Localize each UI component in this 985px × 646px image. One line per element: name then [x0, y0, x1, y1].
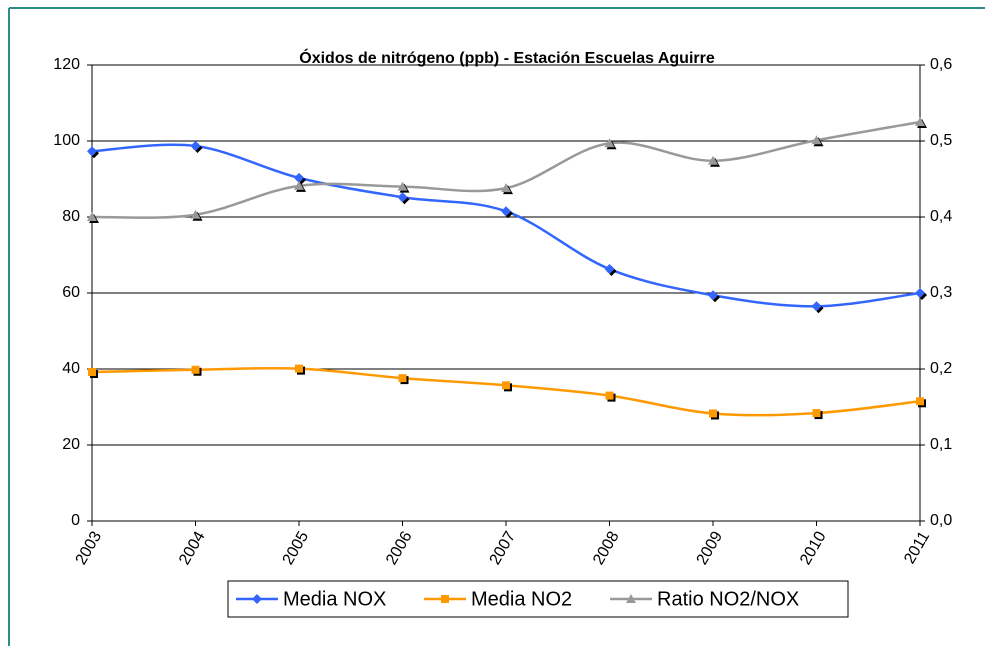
- legend-box: [227, 580, 849, 618]
- data-point: [709, 409, 717, 418]
- data-point: [502, 381, 510, 390]
- y-tick-label: 60: [62, 284, 80, 301]
- legend-marker: [626, 594, 636, 603]
- data-point: [605, 391, 614, 400]
- legend-marker: [441, 595, 449, 603]
- y-tick-label: 0: [71, 512, 80, 529]
- data-point: [397, 181, 408, 191]
- legend-label: Ratio NO2/NOX: [657, 588, 799, 610]
- data-point: [501, 206, 511, 217]
- y-tick-label: 100: [53, 132, 80, 149]
- y2-tick-label: 0,6: [930, 56, 952, 73]
- data-point: [88, 368, 96, 377]
- data-point: [190, 140, 201, 151]
- y2-tick-label: 0,0: [930, 512, 952, 529]
- legend-label: Media NO2: [471, 588, 572, 610]
- data-point: [916, 397, 924, 406]
- data-point: [295, 364, 303, 373]
- data-point: [915, 288, 925, 298]
- data-point: [87, 146, 97, 157]
- data-point: [501, 183, 511, 193]
- legend-marker: [252, 594, 262, 604]
- y-tick-label: 20: [62, 436, 80, 453]
- data-point: [811, 301, 822, 312]
- y2-tick-label: 0,1: [930, 436, 952, 453]
- legend: Media NOX Media NO2 Ratio NO2/NOX: [227, 580, 849, 618]
- data-point: [604, 264, 615, 275]
- data-point: [604, 138, 615, 148]
- data-point: [397, 192, 408, 203]
- data-point: [191, 365, 200, 374]
- y-tick-label: 120: [53, 56, 80, 73]
- data-point: [811, 135, 822, 145]
- y-tick-label: 40: [62, 360, 80, 377]
- data-point: [812, 409, 821, 418]
- data-point: [708, 155, 718, 165]
- data-point: [87, 212, 97, 221]
- y2-tick-label: 0,3: [930, 284, 952, 301]
- data-point: [294, 172, 304, 183]
- data-point: [915, 117, 925, 126]
- data-point: [708, 290, 718, 301]
- data-point: [294, 180, 304, 190]
- data-point: [190, 209, 201, 219]
- y2-tick-label: 0,4: [930, 208, 952, 225]
- legend-label: Media NOX: [283, 588, 386, 610]
- y2-tick-label: 0,2: [930, 360, 952, 377]
- chart-title: Óxidos de nitrógeno (ppb) - Estación Esc…: [299, 48, 715, 67]
- y2-tick-label: 0,5: [930, 132, 952, 149]
- data-point: [398, 374, 407, 383]
- y-tick-label: 80: [62, 208, 80, 225]
